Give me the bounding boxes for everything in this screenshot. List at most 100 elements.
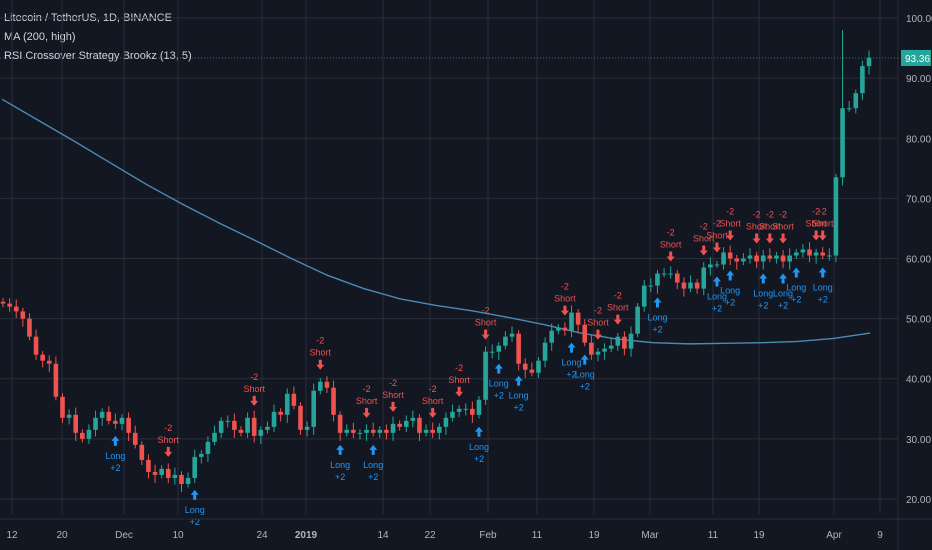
candle-body	[80, 432, 85, 439]
candle-body	[357, 432, 363, 434]
x-tick-label: 11	[532, 530, 543, 541]
short-signal-qty: -2	[766, 209, 774, 219]
short-signal-qty: -2	[429, 384, 437, 394]
long-arrow-icon	[494, 363, 503, 374]
x-tick-label: 19	[588, 530, 600, 541]
candle-body	[589, 342, 594, 355]
candle-body	[562, 327, 568, 331]
short-signal-label: Short	[382, 390, 404, 400]
long-signal-qty: +2	[514, 403, 524, 413]
candle-body	[760, 255, 766, 262]
long-signal-qty: +2	[566, 370, 576, 380]
long-signal-label: Long	[773, 289, 793, 299]
candle-body	[66, 414, 72, 418]
long-signal-qty: +2	[818, 294, 828, 304]
candle-body	[284, 393, 290, 415]
candle-body	[747, 255, 753, 259]
candle-body	[767, 255, 773, 259]
short-signal-qty: -2	[700, 222, 708, 232]
candle-body	[608, 345, 614, 349]
short-arrow-icon	[699, 245, 708, 256]
short-signal-qty: -2	[455, 363, 463, 373]
candle-body	[86, 429, 92, 439]
candle-body	[185, 477, 191, 484]
short-signal-qty: -2	[482, 306, 490, 316]
short-signal-qty: -2	[363, 384, 371, 394]
legend-strategy[interactable]: RSI Crossover Strategy Brookz (13, 5)	[4, 50, 192, 62]
candle-body	[622, 336, 627, 349]
long-signal-label: Long	[489, 379, 509, 389]
candle-body	[113, 420, 118, 424]
candle-body	[278, 411, 283, 415]
candle-body	[595, 351, 601, 355]
candle-body	[364, 429, 369, 433]
long-signal-label: Long	[786, 282, 806, 292]
long-signal-qty: +2	[758, 301, 768, 311]
candle-body	[192, 456, 198, 478]
candle-body	[298, 405, 303, 430]
candle-body	[688, 282, 693, 289]
long-signal-qty: +2	[335, 472, 345, 482]
candle-body	[13, 306, 19, 312]
x-tick-label: Feb	[479, 530, 497, 541]
candle-body	[73, 414, 79, 433]
candle-body	[251, 417, 257, 436]
long-signal-label: Long	[330, 460, 350, 470]
candle-body	[674, 273, 680, 283]
long-signal-qty: +2	[778, 301, 788, 311]
legend-ma[interactable]: MA (200, high)	[4, 31, 76, 43]
candle-body	[615, 336, 621, 346]
candle-body	[106, 411, 112, 421]
short-arrow-icon	[560, 305, 569, 316]
candle-body	[146, 459, 151, 472]
candle-body	[331, 387, 336, 415]
candle-body	[265, 426, 270, 430]
candle-body	[516, 333, 521, 364]
x-tick-label: 19	[753, 530, 765, 541]
x-tick-label: 12	[6, 530, 18, 541]
candle-body	[377, 429, 383, 433]
candle-body	[536, 360, 541, 373]
candle-body	[820, 252, 826, 256]
candle-body	[860, 66, 865, 94]
short-arrow-icon	[726, 230, 735, 241]
candle-body	[681, 282, 687, 289]
y-tick-label: 100.00	[906, 14, 932, 25]
candle-body	[741, 258, 746, 262]
candle-body	[602, 348, 607, 352]
y-tick-label: 70.00	[906, 194, 931, 205]
long-arrow-icon	[726, 270, 735, 281]
candle-body	[866, 57, 872, 67]
candle-body	[635, 306, 640, 334]
candle-body	[132, 432, 138, 445]
x-tick-label: 14	[377, 530, 389, 541]
candle-body	[641, 285, 647, 307]
short-signal-label: Short	[448, 375, 470, 385]
short-signal-label: Short	[475, 318, 497, 328]
long-arrow-icon	[779, 273, 788, 284]
short-arrow-icon	[613, 314, 622, 325]
long-signal-label: Long	[105, 451, 125, 461]
candle-body	[456, 408, 462, 412]
short-signal-label: Short	[693, 234, 715, 244]
candle-body	[218, 420, 224, 433]
long-signal-label: Long	[707, 292, 727, 302]
short-signal-qty: -2	[753, 209, 761, 219]
short-signal-qty: -2	[812, 206, 820, 216]
short-signal-label: Short	[243, 384, 265, 394]
long-arrow-icon	[474, 426, 483, 437]
candle-body	[410, 417, 416, 421]
candle-body	[443, 417, 449, 427]
candle-body	[714, 264, 720, 266]
candle-body	[99, 411, 105, 418]
long-arrow-icon	[336, 444, 345, 455]
candle-body	[318, 381, 323, 391]
long-arrow-icon	[580, 354, 589, 365]
candle-body	[529, 369, 535, 373]
short-arrow-icon	[428, 407, 437, 418]
candle-body	[403, 420, 409, 427]
candle-body	[668, 273, 673, 275]
